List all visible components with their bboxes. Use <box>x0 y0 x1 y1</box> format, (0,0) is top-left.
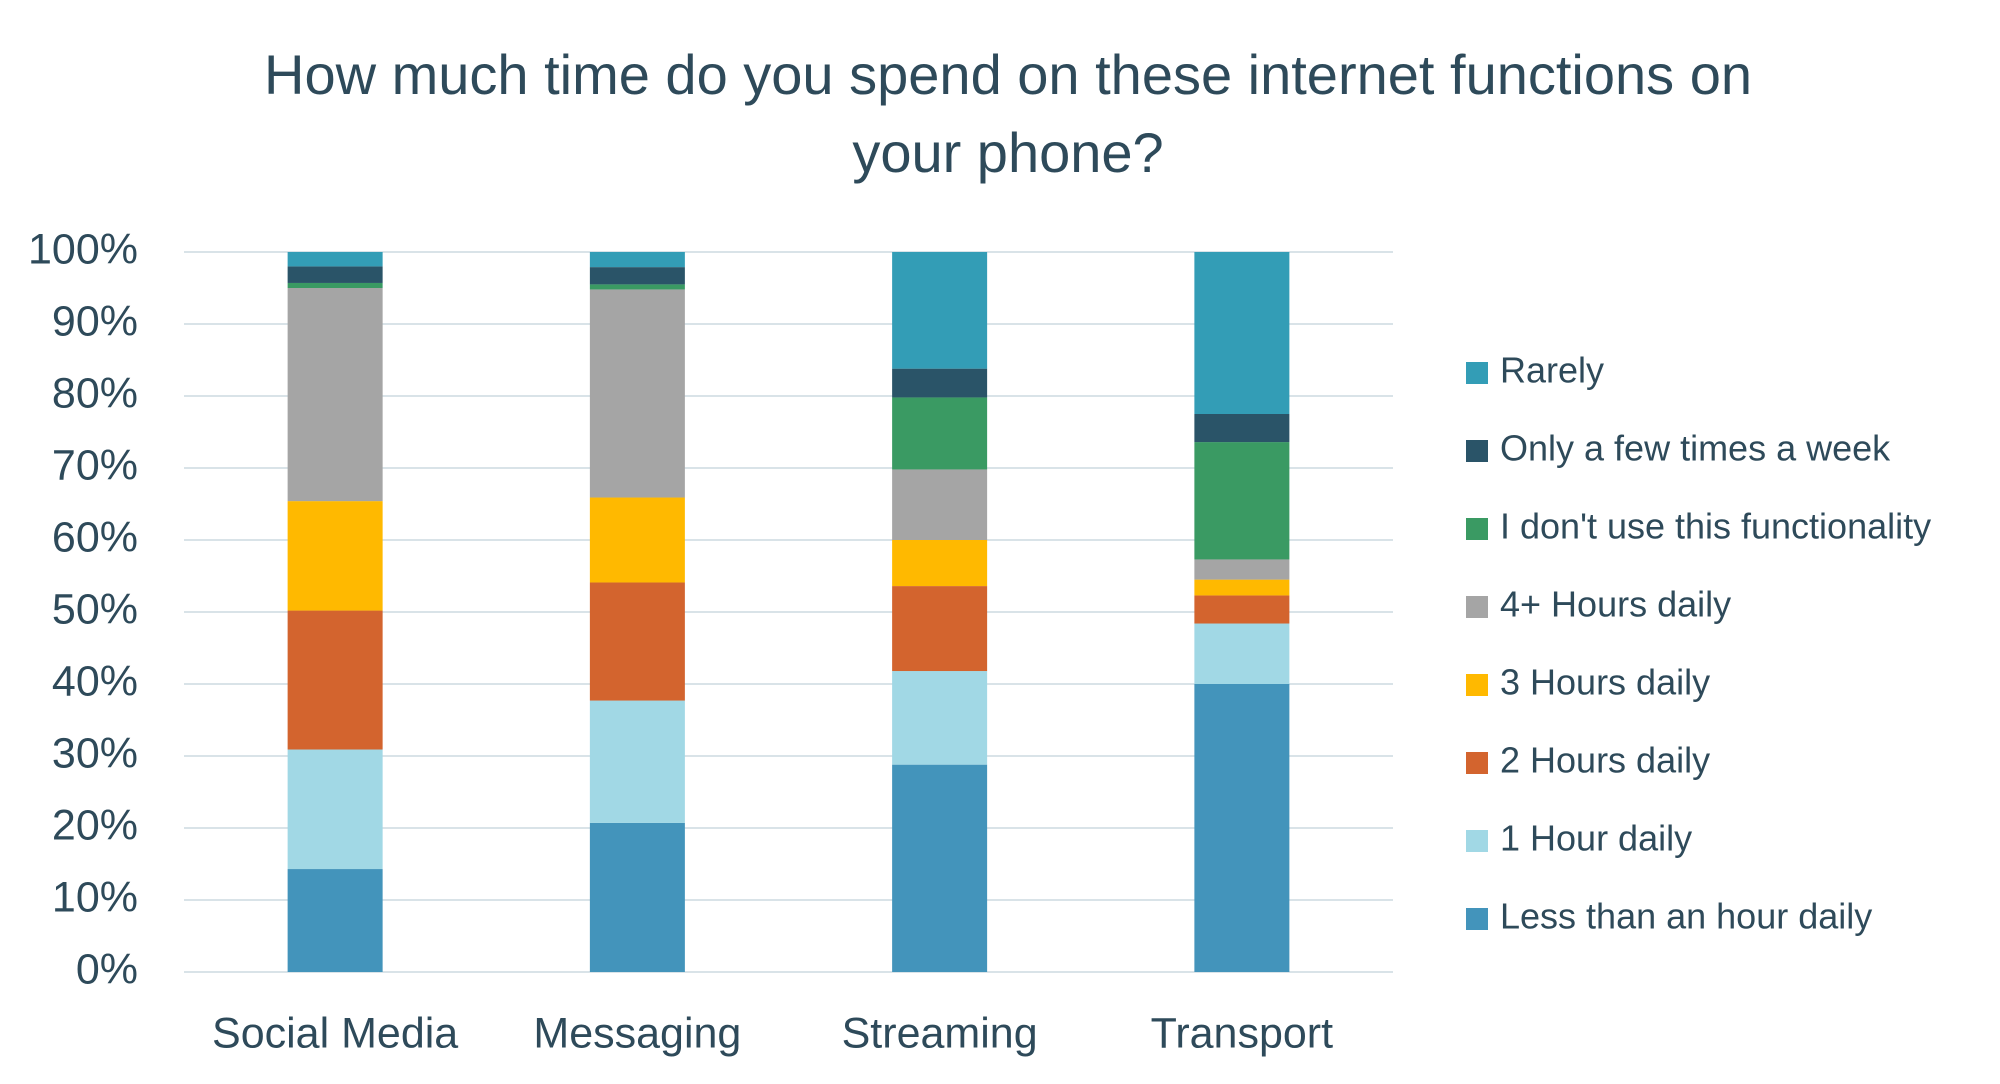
bar-segment <box>287 252 383 267</box>
x-tick-label: Messaging <box>533 1009 741 1057</box>
bar-segment <box>1194 595 1290 624</box>
legend-label: 2 Hours daily <box>1500 740 1710 781</box>
y-tick-label: 80% <box>52 369 138 417</box>
x-tick-label: Transport <box>1151 1009 1333 1057</box>
legend-label: Less than an hour daily <box>1500 896 1872 937</box>
legend-swatch <box>1466 362 1488 384</box>
bar-segment <box>589 497 685 583</box>
bar-segment <box>1194 442 1290 560</box>
bar-segment <box>287 282 383 288</box>
bar-segment <box>1194 252 1290 414</box>
x-tick-label: Streaming <box>842 1009 1038 1057</box>
legend-label: 3 Hours daily <box>1500 662 1710 703</box>
bar-segment <box>1194 414 1290 443</box>
y-tick-label: 100% <box>28 225 138 273</box>
y-tick-label: 90% <box>52 297 138 345</box>
y-tick-label: 0% <box>76 945 138 993</box>
y-tick-label: 10% <box>52 873 138 921</box>
y-tick-label: 60% <box>52 513 138 561</box>
bar-segment <box>287 288 383 502</box>
bar-segment <box>287 869 383 972</box>
legend-swatch <box>1466 596 1488 618</box>
bar-segment <box>892 397 988 470</box>
bar-segment <box>287 749 383 870</box>
bar-segment <box>589 822 685 972</box>
y-tick-label: 40% <box>52 657 138 705</box>
legend-swatch <box>1466 674 1488 696</box>
y-tick-label: 70% <box>52 441 138 489</box>
legend-swatch <box>1466 752 1488 774</box>
bar-segment <box>589 700 685 823</box>
bar-segment <box>589 289 685 498</box>
chart-title: How much time do you spend on these inte… <box>264 43 1752 184</box>
bar-segment <box>1194 559 1290 580</box>
y-tick-label: 30% <box>52 729 138 777</box>
bar-segment <box>892 469 988 540</box>
bar-segment <box>892 764 988 972</box>
legend-swatch <box>1466 518 1488 540</box>
legend-swatch <box>1466 830 1488 852</box>
bar-segment <box>1194 579 1290 596</box>
bar-segment <box>892 586 988 672</box>
legend-swatch <box>1466 908 1488 930</box>
legend-label: Rarely <box>1500 350 1604 391</box>
bar-segment <box>589 267 685 285</box>
legend-label: 4+ Hours daily <box>1500 584 1731 625</box>
legend-label: 1 Hour daily <box>1500 818 1692 859</box>
bar-segment <box>892 540 988 587</box>
legend-swatch <box>1466 440 1488 462</box>
bar-segment <box>892 671 988 765</box>
y-tick-label: 50% <box>52 585 138 633</box>
legend-label: I don't use this functionality <box>1500 506 1931 547</box>
x-tick-label: Social Media <box>212 1009 458 1057</box>
bar-segment <box>287 501 383 611</box>
bar-segment <box>589 252 685 268</box>
bar-segment <box>892 252 988 369</box>
bar-segment <box>589 284 685 290</box>
bar-segment <box>892 368 988 398</box>
bar-segment <box>287 266 383 283</box>
legend-label: Only a few times a week <box>1500 428 1891 469</box>
y-tick-label: 20% <box>52 801 138 849</box>
bar-segment <box>589 582 685 701</box>
bar-segment <box>287 610 383 750</box>
bar-segment <box>1194 623 1290 684</box>
bar-segment <box>1194 684 1290 972</box>
